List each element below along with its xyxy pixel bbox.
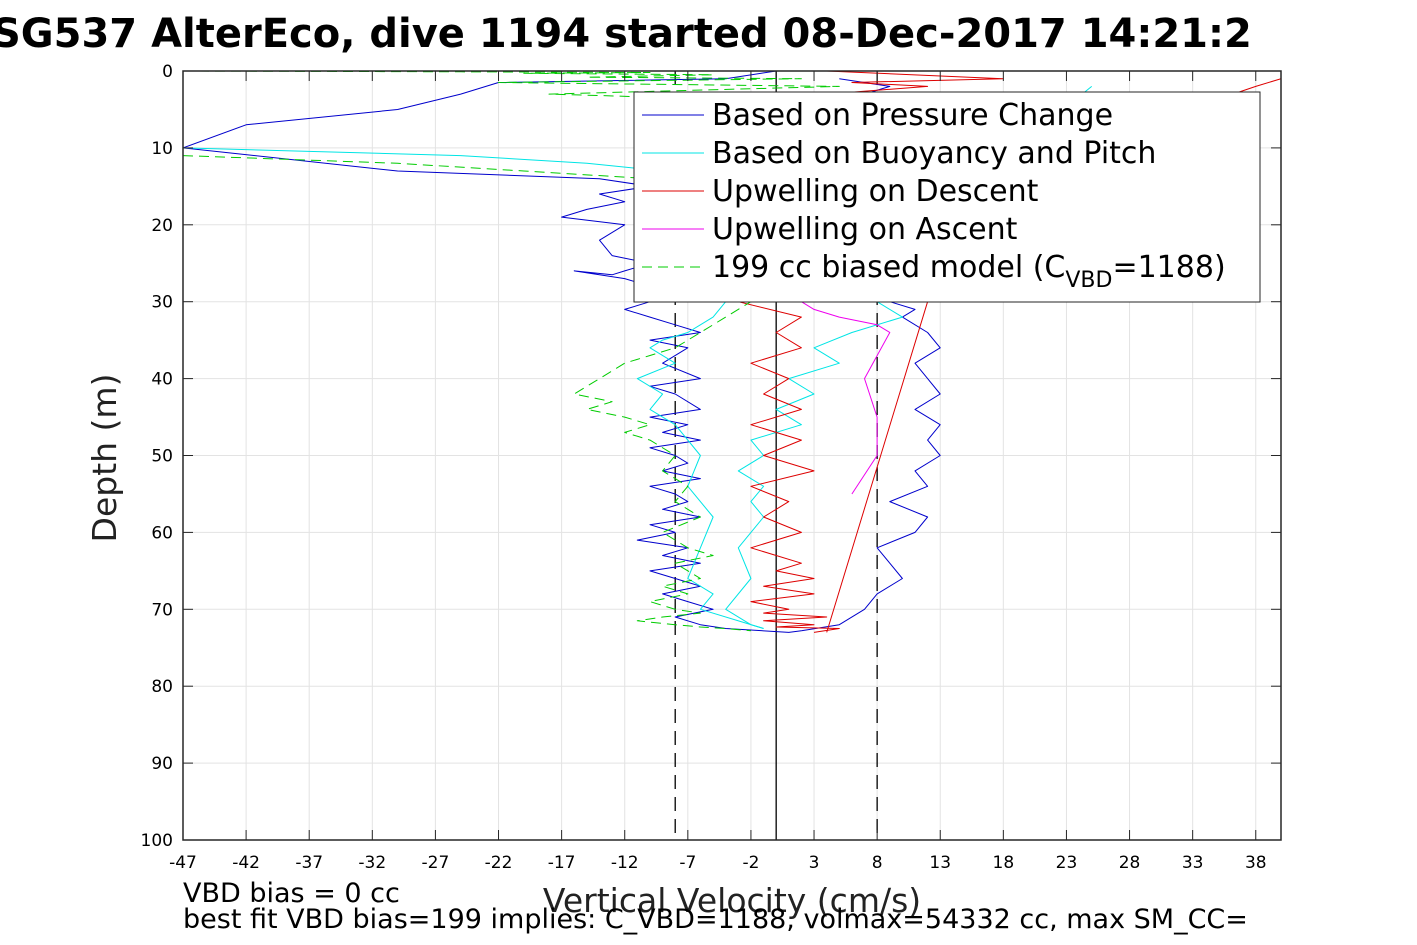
- x-tick-label: -32: [358, 853, 386, 873]
- x-tick-label: -12: [611, 853, 639, 873]
- x-tick-label: 28: [1119, 853, 1141, 873]
- x-tick-label: 3: [809, 853, 820, 873]
- x-tick-label: -47: [169, 853, 197, 873]
- x-tick-label: 8: [872, 853, 883, 873]
- legend-label-4: 199 cc biased model (CVBD=1188): [712, 250, 1226, 293]
- footer-line-2: best fit VBD bias=199 implies: C_VBD=118…: [183, 904, 1248, 935]
- y-tick-label: 60: [151, 523, 173, 543]
- x-tick-label: -27: [422, 853, 450, 873]
- y-tick-label: 40: [151, 370, 173, 390]
- y-tick-label: 90: [151, 754, 173, 774]
- legend-box: [633, 91, 1261, 303]
- legend-label-3: Upwelling on Ascent: [712, 212, 1018, 247]
- x-tick-label: -42: [232, 853, 260, 873]
- series-line-0: [183, 71, 802, 633]
- y-tick-label: 70: [151, 600, 173, 620]
- x-axis-label: Vertical Velocity (cm/s): [543, 881, 921, 920]
- footer-line-1: VBD bias = 0 cc: [183, 878, 400, 909]
- x-tick-label: -37: [295, 853, 323, 873]
- y-tick-label: 30: [151, 293, 173, 313]
- x-axis-ticks: -47 -42 -37 -32 -27 -22 -17 -12 -7 -2 3 8 13 18 23 28 33…: [169, 71, 1267, 873]
- series-line-8: [183, 71, 840, 272]
- y-tick-label: 20: [151, 216, 173, 236]
- chart-title: SG537 AlterEco, dive 1194 started 08-Dec…: [0, 11, 1252, 57]
- x-tick-label: 23: [1056, 853, 1078, 873]
- x-tick-label: -2: [742, 853, 759, 873]
- y-axis-label: Depth (m): [85, 374, 124, 543]
- y-tick-label: 100: [141, 831, 173, 851]
- y-tick-label: 10: [151, 139, 173, 159]
- y-tick-label: 0: [162, 62, 173, 82]
- legend-label-1: Based on Buoyancy and Pitch: [712, 136, 1156, 171]
- y-axis-ticks: 0 10 20 30 40 50 60 70 80 90 100: [141, 62, 1281, 851]
- x-tick-label: 38: [1245, 853, 1267, 873]
- x-tick-label: -22: [485, 853, 513, 873]
- y-tick-label: 50: [151, 447, 173, 467]
- legend-label-2: Upwelling on Descent: [712, 174, 1039, 209]
- x-tick-label: 18: [993, 853, 1015, 873]
- x-tick-label: 13: [929, 853, 951, 873]
- legend-label-0: Based on Pressure Change: [712, 98, 1113, 133]
- x-tick-label: -7: [679, 853, 696, 873]
- x-tick-label: 33: [1182, 853, 1204, 873]
- x-tick-label: -17: [548, 853, 576, 873]
- y-tick-label: 80: [151, 677, 173, 697]
